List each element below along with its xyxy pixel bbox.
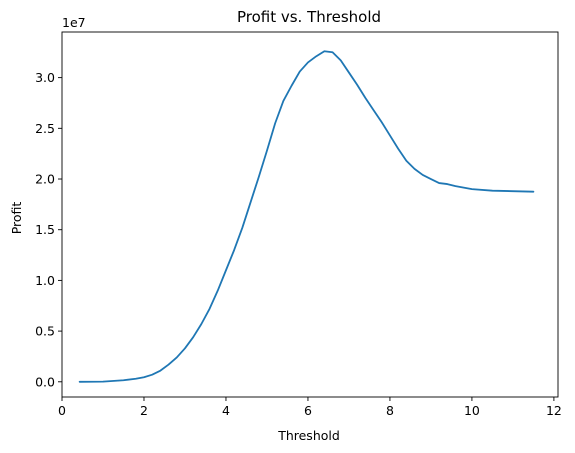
y-tick-label: 1.5: [35, 222, 55, 237]
x-tick-label: 4: [222, 403, 230, 418]
x-tick-label: 12: [546, 403, 562, 418]
x-tick-label: 6: [304, 403, 312, 418]
series-line-0: [78, 50, 535, 383]
y-tick-label: 2.5: [35, 121, 55, 136]
x-axis-label: Threshold: [277, 428, 340, 443]
axis-ticks: 0 2 4 6 8 10 12 0.0 0.5 1.0 1.5 2.0 2.5 3.0: [35, 70, 562, 418]
y-tick-label: 1.0: [35, 273, 55, 288]
plot-area: [61, 31, 559, 398]
x-tick-label: 2: [140, 403, 148, 418]
x-tick-label: 0: [58, 403, 66, 418]
y-tick-label: 3.0: [35, 70, 55, 85]
x-tick-label: 10: [464, 403, 480, 418]
y-offset-label: 1e7: [62, 15, 86, 30]
x-tick-label: 8: [386, 403, 394, 418]
y-tick-label: 0.0: [35, 374, 55, 389]
y-axis-label: Profit: [9, 202, 24, 235]
chart-title: Profit vs. Threshold: [237, 8, 381, 26]
y-tick-label: 0.5: [35, 324, 55, 339]
y-tick-label: 2.0: [35, 172, 55, 187]
axes-frame: [61, 31, 559, 398]
